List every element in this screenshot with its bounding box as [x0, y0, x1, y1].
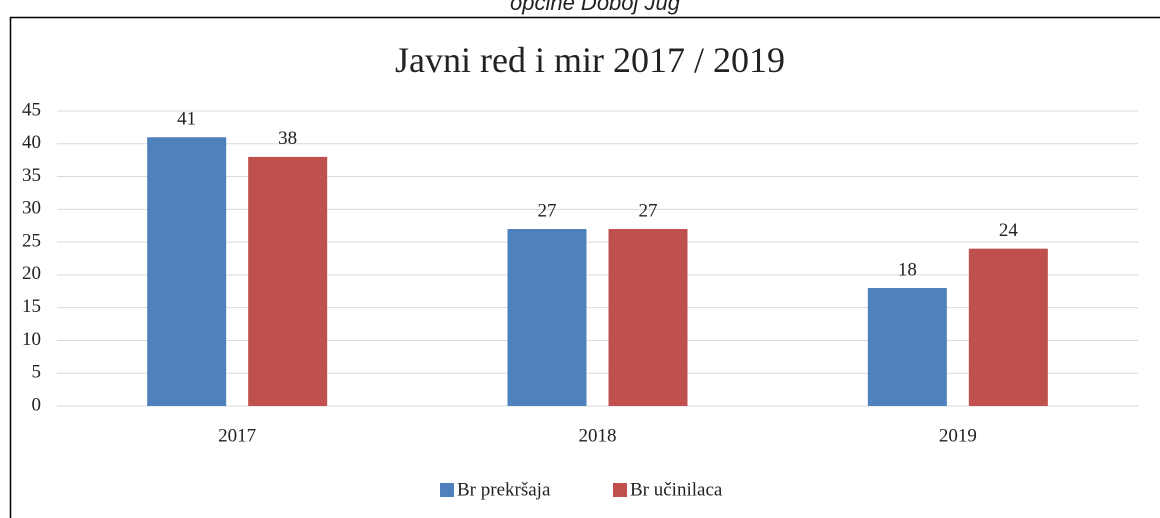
bar [867, 288, 947, 406]
y-tick-label: 30 [22, 198, 41, 219]
chart-title: Javni red i mir 2017 / 2019 [395, 40, 785, 80]
chart-frame [9, 16, 1160, 518]
bar [248, 156, 328, 406]
data-label: 27 [538, 200, 557, 221]
legend-label: Br učinilaca [630, 479, 723, 500]
bar [147, 137, 227, 406]
y-tick-label: 35 [22, 165, 41, 186]
y-tick-label: 25 [22, 230, 41, 251]
legend-label: Br prekršaja [457, 479, 551, 500]
y-tick-label: 5 [32, 362, 42, 383]
y-tick-label: 20 [22, 263, 41, 284]
data-label: 38 [278, 128, 297, 149]
y-tick-label: 45 [22, 99, 41, 120]
y-tick-label: 0 [32, 394, 42, 415]
bar [608, 229, 688, 406]
x-tick-label: 2018 [579, 425, 617, 446]
x-tick-label: 2017 [218, 425, 256, 446]
data-label: 24 [999, 220, 1019, 241]
x-tick-label: 2019 [939, 425, 977, 446]
legend-swatch [440, 483, 454, 497]
y-tick-label: 15 [22, 296, 41, 317]
data-label: 27 [639, 200, 658, 221]
bar [968, 248, 1048, 406]
data-label: 18 [898, 259, 917, 280]
data-label: 41 [177, 109, 196, 130]
y-tick-label: 10 [22, 329, 41, 350]
bar [507, 229, 587, 406]
y-tick-label: 40 [22, 132, 41, 153]
legend-swatch [613, 483, 627, 497]
caption: općine Doboj Jug [510, 0, 681, 15]
